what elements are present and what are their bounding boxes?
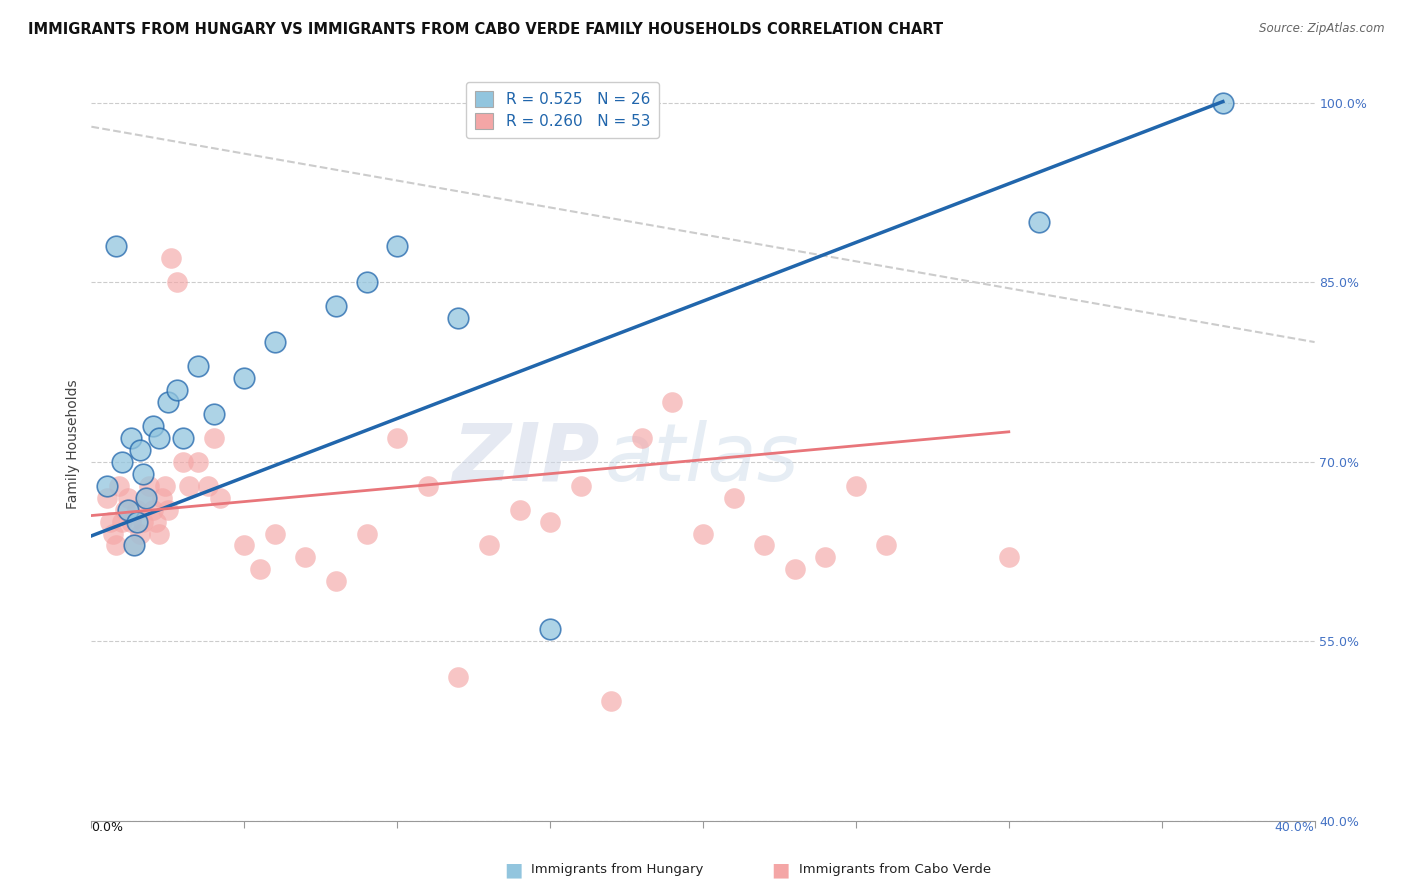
Text: Immigrants from Hungary: Immigrants from Hungary [531, 863, 704, 876]
Text: atlas: atlas [605, 420, 800, 498]
Point [120, 515, 142, 529]
Point [117, 491, 139, 505]
Point [96, 478, 118, 492]
Point [783, 562, 806, 576]
Point [122, 539, 145, 553]
Point [98, 515, 121, 529]
Point [166, 275, 188, 289]
Point [264, 526, 287, 541]
Point [135, 491, 157, 505]
Point [600, 694, 623, 708]
Point [108, 478, 131, 492]
Point [172, 455, 194, 469]
Point [156, 502, 179, 516]
Point [101, 526, 124, 541]
Legend: R = 0.525   N = 26, R = 0.260   N = 53: R = 0.525 N = 26, R = 0.260 N = 53 [465, 82, 659, 138]
Point [661, 395, 683, 409]
Point [127, 515, 149, 529]
Point [166, 383, 188, 397]
Point [153, 478, 176, 492]
Point [117, 502, 139, 516]
Point [197, 478, 219, 492]
Point [187, 455, 209, 469]
Point [148, 526, 170, 541]
Point [132, 467, 155, 481]
Point [187, 359, 209, 373]
Point [111, 515, 134, 529]
Point [148, 431, 170, 445]
Point [160, 252, 183, 266]
Point [138, 478, 160, 492]
Text: ■: ■ [770, 860, 790, 880]
Point [150, 491, 173, 505]
Point [1212, 95, 1234, 110]
Point [202, 407, 225, 421]
Point [179, 478, 201, 492]
Point [264, 334, 287, 349]
Text: 0.0%: 0.0% [91, 821, 124, 834]
Point [356, 526, 378, 541]
Point [114, 502, 136, 516]
Point [478, 539, 501, 553]
Point [875, 539, 898, 553]
Point [122, 539, 145, 553]
Point [447, 670, 470, 684]
Point [96, 491, 118, 505]
Point [156, 395, 179, 409]
Point [814, 550, 837, 565]
Point [692, 526, 714, 541]
Point [104, 539, 127, 553]
Point [294, 550, 316, 565]
Text: IMMIGRANTS FROM HUNGARY VS IMMIGRANTS FROM CABO VERDE FAMILY HOUSEHOLDS CORRELAT: IMMIGRANTS FROM HUNGARY VS IMMIGRANTS FR… [28, 22, 943, 37]
Point [631, 431, 654, 445]
Point [447, 311, 470, 326]
Text: ZIP: ZIP [451, 420, 599, 498]
Point [754, 539, 776, 553]
Point [111, 455, 134, 469]
Point [538, 622, 561, 636]
Point [141, 502, 163, 516]
Point [208, 491, 231, 505]
Point [325, 574, 347, 589]
Point [325, 299, 347, 313]
Text: 40.0%: 40.0% [1275, 821, 1315, 834]
Point [538, 515, 561, 529]
Text: ■: ■ [503, 860, 523, 880]
Point [569, 478, 592, 492]
Point [356, 275, 378, 289]
Text: Immigrants from Cabo Verde: Immigrants from Cabo Verde [799, 863, 991, 876]
Point [132, 515, 155, 529]
Point [233, 371, 256, 385]
Point [129, 442, 152, 457]
Point [1028, 215, 1050, 229]
Point [104, 239, 127, 253]
Point [416, 478, 439, 492]
Point [845, 478, 868, 492]
Point [385, 239, 409, 253]
Point [723, 491, 745, 505]
Point [202, 431, 225, 445]
Point [135, 491, 157, 505]
Point [385, 431, 409, 445]
Y-axis label: Family Households: Family Households [66, 379, 80, 508]
Point [120, 431, 142, 445]
Text: Source: ZipAtlas.com: Source: ZipAtlas.com [1260, 22, 1385, 36]
Point [509, 502, 531, 516]
Point [233, 539, 256, 553]
Point [998, 550, 1021, 565]
Point [172, 431, 194, 445]
Point [141, 418, 163, 433]
Point [129, 526, 152, 541]
Point [249, 562, 271, 576]
Point [127, 502, 149, 516]
Point [145, 515, 167, 529]
